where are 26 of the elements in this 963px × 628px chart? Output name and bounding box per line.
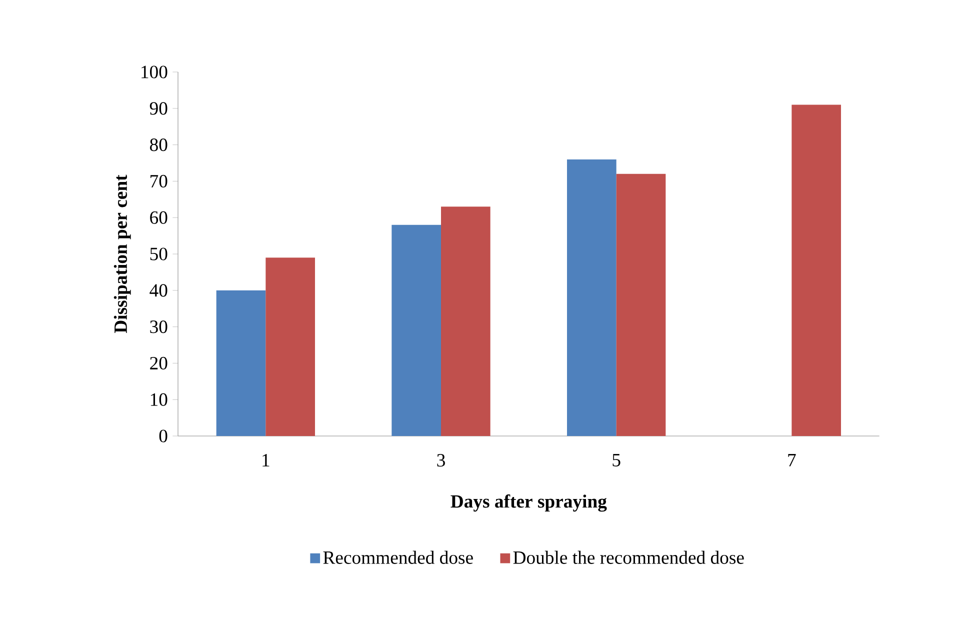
bar — [567, 159, 616, 436]
y-tick-label: 0 — [159, 430, 168, 442]
y-tick-label: 40 — [150, 284, 168, 297]
bar — [441, 206, 490, 436]
y-tick-label: 90 — [150, 102, 168, 115]
bar — [216, 290, 266, 436]
x-tick-label: 5 — [612, 454, 620, 466]
x-tick-label: 7 — [788, 454, 796, 466]
bar — [392, 224, 442, 436]
x-axis-title: Days after spraying — [450, 494, 607, 512]
y-tick-label: 50 — [150, 248, 168, 260]
y-tick-label: 70 — [150, 174, 168, 188]
y-axis-title: Dissipation per cent — [114, 174, 131, 333]
y-tick-label: 20 — [150, 356, 168, 370]
y-tick-label: 10 — [150, 393, 168, 406]
bar — [792, 104, 842, 436]
bar — [616, 174, 666, 436]
y-tick-label: 30 — [150, 320, 168, 334]
x-tick-label: 1 — [262, 454, 270, 466]
bar — [266, 258, 315, 436]
x-tick-label: 3 — [437, 454, 445, 467]
y-tick-label: 100 — [142, 66, 168, 78]
y-tick-label: 60 — [150, 211, 168, 224]
legend-label: Double the recommended dose — [513, 550, 744, 564]
legend-label: Recommended dose — [323, 550, 473, 564]
y-tick-label: 80 — [150, 138, 168, 152]
